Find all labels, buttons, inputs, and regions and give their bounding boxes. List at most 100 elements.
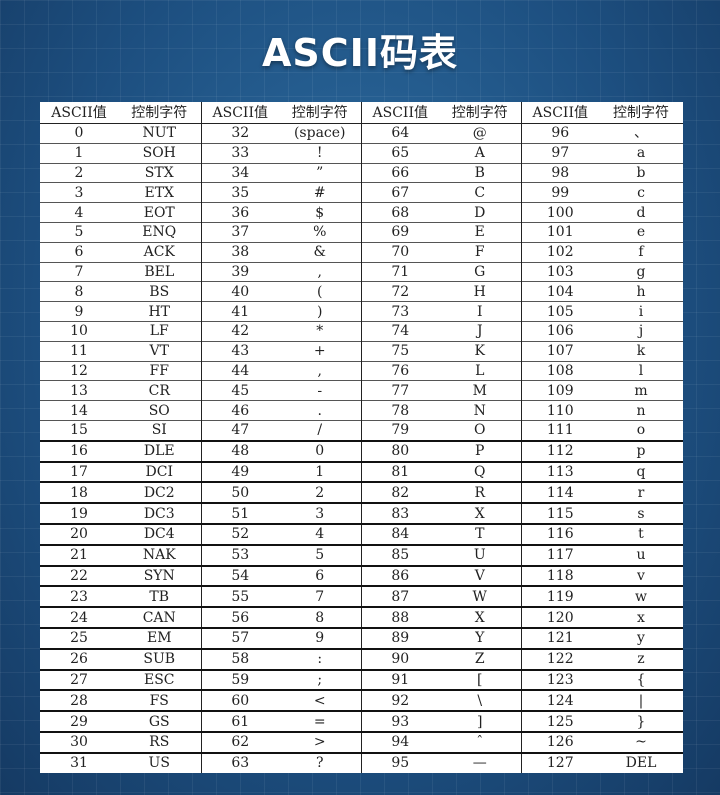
control-char-cell: & — [279, 241, 361, 263]
control-char-cell: 8 — [279, 606, 361, 628]
control-char-cell: v — [599, 564, 683, 587]
control-char-cell: [ — [439, 668, 521, 691]
ascii-value-cell: 44 — [200, 360, 279, 381]
control-char-cell: TB — [118, 585, 201, 608]
control-char-cell: SYN — [118, 564, 201, 587]
ascii-value-cell: 93 — [360, 710, 439, 732]
control-char-cell: ETX — [118, 182, 201, 203]
table-row: 15 SI 47/79 O 111 o — [40, 419, 683, 441]
ascii-value-cell: 11 — [40, 340, 118, 362]
control-char-cell: 5 — [279, 543, 361, 566]
header-control-char: 控制字符 — [118, 102, 201, 124]
ascii-value-cell: 89 — [360, 626, 439, 649]
ascii-value-cell: 96 — [520, 123, 599, 144]
control-char-cell: DC3 — [118, 502, 201, 524]
control-char-cell: BEL — [118, 261, 201, 282]
control-char-cell: NAK — [118, 543, 201, 566]
ascii-value-cell: 22 — [40, 564, 118, 587]
ascii-value-cell: 9 — [40, 301, 118, 322]
ascii-value-cell: 80 — [360, 439, 439, 462]
table-row: 17 DCI 49 1 81 Q 113 q — [40, 460, 683, 483]
table-row: 1 SOH 33! 65 A 97 a — [40, 142, 683, 164]
ascii-value-cell: 68 — [360, 202, 439, 223]
ascii-value-cell: 99 — [520, 182, 599, 203]
table-row: 27 ESC 59; 91[123{ — [40, 668, 683, 691]
control-char-cell: D — [439, 202, 521, 223]
control-char-cell: P — [439, 439, 521, 462]
table-row: 28 FS 60 <92 \ 124 | — [40, 689, 683, 712]
control-char-cell: w — [599, 585, 683, 608]
control-char-cell: DLE — [118, 439, 201, 462]
control-char-cell: { — [599, 668, 683, 691]
table-row: 9 HT 41) 73 I 105 i — [40, 301, 683, 322]
ascii-value-cell: 118 — [520, 564, 599, 587]
control-char-cell: EM — [118, 626, 201, 649]
control-char-cell: ” — [279, 162, 361, 183]
control-char-cell: r — [599, 481, 683, 504]
table-row: 6 ACK 38 & 70 F 102 f — [40, 241, 683, 263]
ascii-value-cell: 105 — [520, 301, 599, 322]
control-char-cell: R — [439, 481, 521, 504]
control-char-cell: ? — [279, 751, 361, 773]
ascii-value-cell: 51 — [200, 502, 279, 524]
control-char-cell: \ — [439, 689, 521, 712]
ascii-value-cell: 13 — [40, 380, 118, 401]
ascii-value-cell: 102 — [520, 241, 599, 263]
ascii-value-cell: 101 — [520, 221, 599, 243]
ascii-value-cell: 52 — [200, 522, 279, 545]
ascii-value-cell: 18 — [40, 481, 118, 504]
control-char-cell: ! — [279, 142, 361, 164]
control-char-cell: W — [439, 585, 521, 608]
ascii-value-cell: 67 — [360, 182, 439, 203]
control-char-cell: - — [279, 380, 361, 401]
control-char-cell: l — [599, 360, 683, 381]
control-char-cell: DC4 — [118, 522, 201, 545]
control-char-cell: m — [599, 380, 683, 401]
ascii-value-cell: 94 — [360, 730, 439, 753]
control-char-cell: 2 — [279, 481, 361, 504]
control-char-cell: ˆ — [439, 730, 521, 753]
table-row: 14 SO 46. 78 N 110 n — [40, 400, 683, 421]
control-char-cell: K — [439, 340, 521, 362]
ascii-value-cell: 104 — [520, 281, 599, 302]
table-row: 5 ENQ 37% 69 E 101 e — [40, 221, 683, 243]
control-char-cell: NUT — [118, 123, 201, 144]
control-char-cell: ; — [279, 668, 361, 691]
ascii-value-cell: 32 — [200, 123, 279, 144]
header-ascii-value: ASCII值 — [40, 102, 118, 124]
control-char-cell: | — [599, 689, 683, 712]
ascii-value-cell: 65 — [360, 142, 439, 164]
control-char-cell: G — [439, 261, 521, 282]
ascii-value-cell: 106 — [520, 320, 599, 342]
control-char-cell: VT — [118, 340, 201, 362]
control-char-cell: h — [599, 281, 683, 302]
ascii-value-cell: 42 — [200, 320, 279, 342]
ascii-value-cell: 121 — [520, 626, 599, 649]
ascii-value-cell: 70 — [360, 241, 439, 263]
control-char-cell: * — [279, 320, 361, 342]
ascii-value-cell: 97 — [520, 142, 599, 164]
control-char-cell: j — [599, 320, 683, 342]
control-char-cell: . — [279, 400, 361, 421]
ascii-value-cell: 20 — [40, 522, 118, 545]
table-row: 8 BS 40(72 H 104 h — [40, 281, 683, 302]
ascii-value-cell: 77 — [360, 380, 439, 401]
header-row: ASCII值 控制字符 ASCII值 控制字符 ASCII值 控制字符 ASCII值 控制字符 — [40, 102, 683, 124]
ascii-value-cell: 126 — [520, 730, 599, 753]
ascii-value-cell: 87 — [360, 585, 439, 608]
control-char-cell: > — [279, 730, 361, 753]
table-row: 0 NUT 32 (space) 64 @96、 — [40, 123, 683, 144]
ascii-value-cell: 6 — [40, 241, 118, 263]
ascii-value-cell: 24 — [40, 606, 118, 628]
ascii-value-cell: 124 — [520, 689, 599, 712]
ascii-value-cell: 25 — [40, 626, 118, 649]
ascii-value-cell: 49 — [200, 460, 279, 483]
control-char-cell: 7 — [279, 585, 361, 608]
control-char-cell: L — [439, 360, 521, 381]
control-char-cell: ] — [439, 710, 521, 732]
control-char-cell: d — [599, 202, 683, 223]
control-char-cell: BS — [118, 281, 201, 302]
page-title: ASCII码表 — [262, 31, 458, 75]
control-char-cell: SO — [118, 400, 201, 421]
ascii-value-cell: 45 — [200, 380, 279, 401]
